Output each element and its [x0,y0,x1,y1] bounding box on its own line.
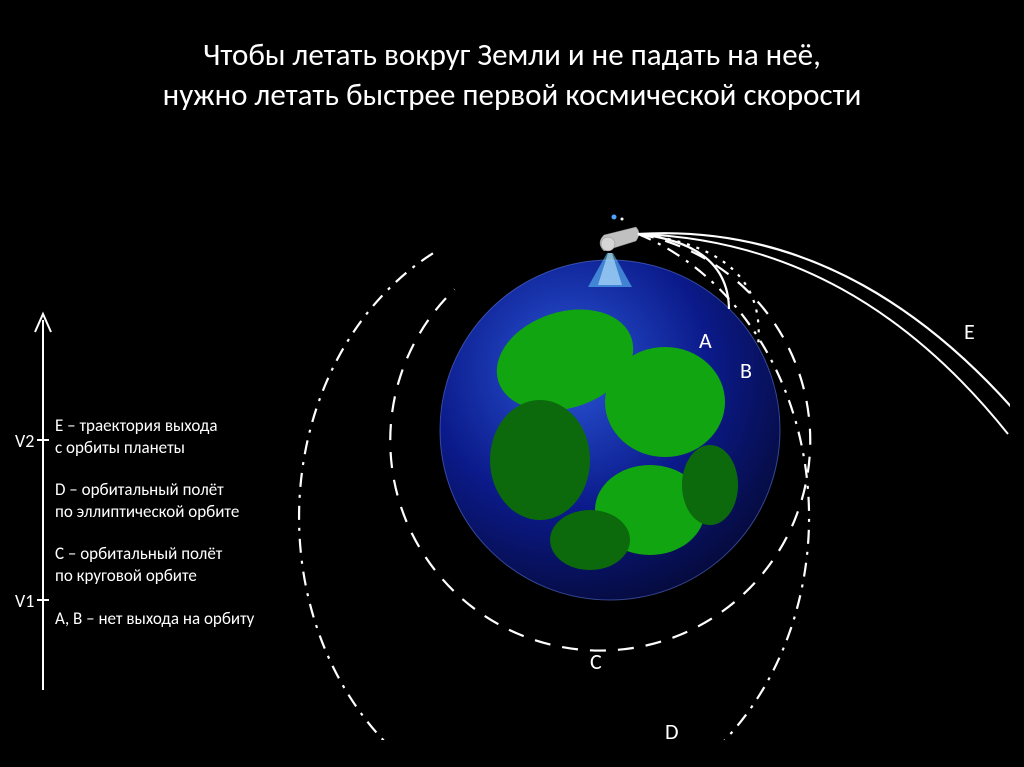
orbit-label-b: B [740,357,752,384]
velocity-label-v1: V1 [15,590,34,612]
velocity-label-v2: V2 [15,430,34,452]
orbit-label-a: A [699,327,712,354]
legend: E – траектория выхода с орбиты планеты D… [55,415,254,650]
legend-item-e: E – траектория выхода с орбиты планеты [55,415,254,459]
orbit-label-e: E [964,318,975,345]
slide-title: Чтобы летать вокруг Земли и не падать на… [0,35,1024,116]
legend-item-d: D – орбитальный полёт по эллиптической о… [55,479,254,523]
title-line-1: Чтобы летать вокруг Земли и не падать на… [203,36,821,74]
legend-item-c: C – орбитальный полёт по круговой орбите [55,543,254,587]
title-line-2: нужно летать быстрее первой космической … [163,76,862,114]
orbit-label-d: D [665,718,679,745]
legend-item-ab: A, B – нет выхода на орбиту [55,608,254,630]
orbit-label-c: C [590,648,602,675]
newton-cannonball-diagram [260,140,1010,740]
